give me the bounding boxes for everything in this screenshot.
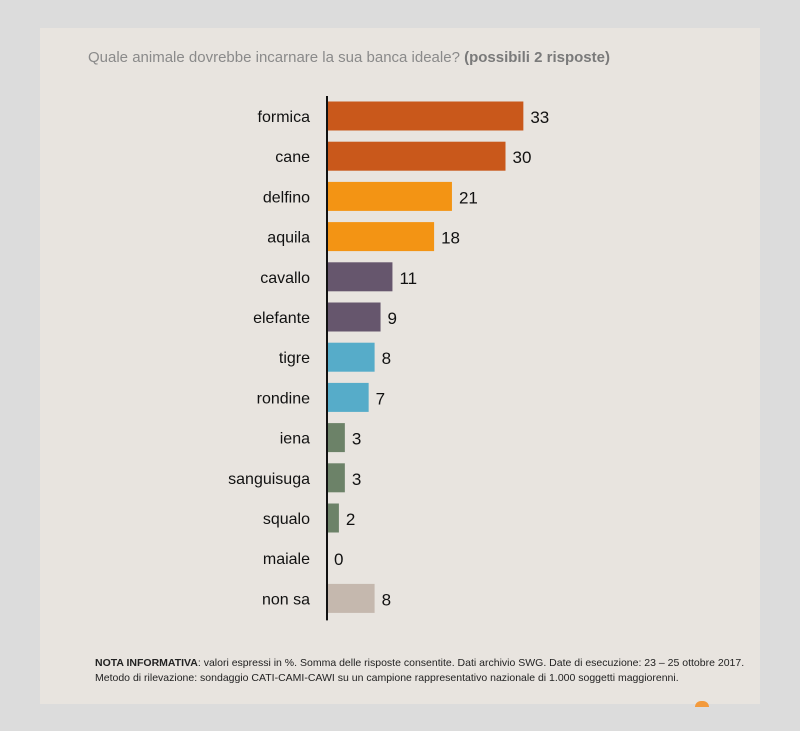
- category-label: maiale: [263, 551, 310, 568]
- bar: [327, 141, 506, 171]
- data-label: 8: [382, 590, 391, 609]
- chart-title: Quale animale dovrebbe incarnare la sua …: [88, 49, 610, 66]
- category-label: tigre: [279, 350, 310, 367]
- bar: [327, 262, 393, 292]
- data-label: 11: [399, 269, 417, 288]
- category-label: squalo: [263, 511, 310, 528]
- category-label: rondine: [257, 390, 310, 407]
- category-label: non sa: [262, 591, 310, 608]
- footnote-label: NOTA INFORMATIVA: [95, 657, 198, 669]
- category-label: sanguisuga: [228, 471, 310, 488]
- data-label: 18: [441, 229, 460, 248]
- category-label: iena: [280, 431, 310, 448]
- bar: [327, 101, 524, 131]
- corner-decoration: [695, 701, 709, 707]
- data-label: 3: [352, 430, 361, 449]
- data-label: 7: [376, 389, 385, 408]
- data-label: 33: [530, 108, 549, 127]
- bar: [327, 463, 345, 493]
- data-label: 0: [334, 550, 343, 569]
- data-label: 3: [352, 470, 361, 489]
- data-label: 21: [459, 188, 478, 207]
- category-label: cane: [275, 149, 310, 166]
- category-label: aquila: [267, 230, 310, 247]
- title-question: Quale animale dovrebbe incarnare la sua …: [88, 49, 460, 66]
- title-note: (possibili 2 risposte): [464, 49, 610, 66]
- data-label: 2: [346, 510, 355, 529]
- bar: [327, 583, 375, 613]
- bar: [327, 302, 381, 332]
- data-label: 8: [382, 349, 391, 368]
- bar: [327, 503, 339, 533]
- data-label: 9: [388, 309, 397, 328]
- bar: [327, 423, 345, 453]
- bar: [327, 181, 452, 211]
- category-label: cavallo: [260, 270, 310, 287]
- category-label: delfino: [263, 189, 310, 206]
- data-label: 30: [513, 148, 532, 167]
- chart-panel: Quale animale dovrebbe incarnare la sua …: [40, 28, 760, 707]
- bar: [327, 222, 435, 252]
- category-label: elefante: [253, 310, 310, 327]
- bar: [327, 382, 369, 412]
- footnote-text: : valori espressi in %. Somma delle risp…: [95, 657, 745, 684]
- category-label: formica: [258, 109, 311, 126]
- bar: [327, 342, 375, 372]
- footnote: NOTA INFORMATIVA: valori espressi in %. …: [95, 656, 745, 686]
